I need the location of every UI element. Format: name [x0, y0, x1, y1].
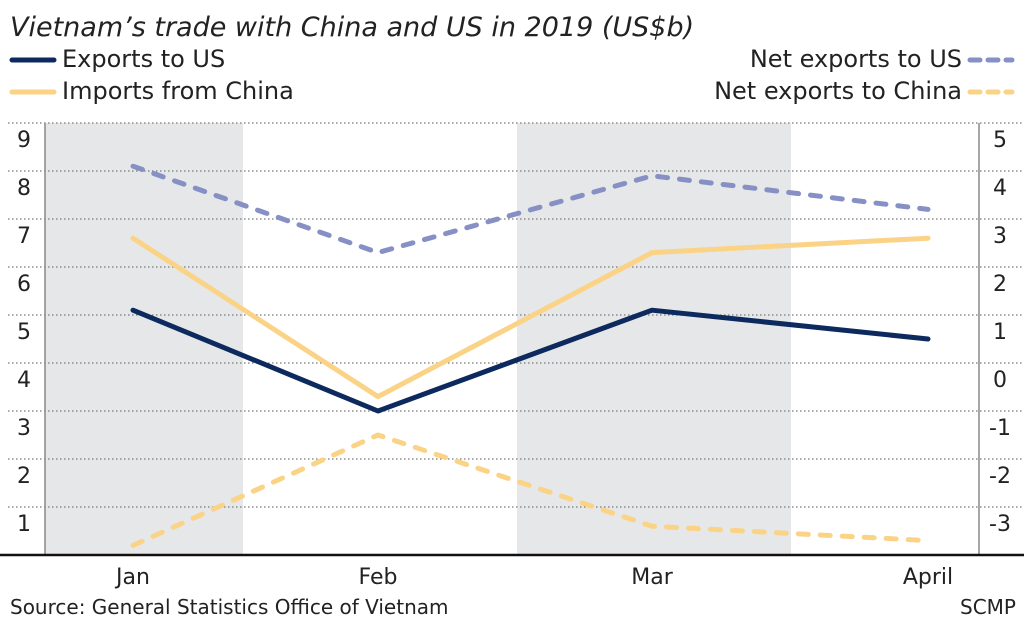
legend-label: Exports to US: [62, 45, 225, 73]
legend-label: Imports from China: [62, 77, 294, 105]
x-tick-label: Mar: [631, 565, 673, 590]
right-tick-label: -3: [989, 512, 1011, 537]
right-tick-label: 5: [993, 128, 1007, 153]
right-tick-label: 1: [993, 320, 1007, 345]
left-tick-label: 4: [17, 368, 31, 393]
right-tick-label: 4: [993, 176, 1007, 201]
x-tick-label: April: [903, 565, 953, 590]
right-tick-label: -1: [989, 416, 1011, 441]
legend-label: Net exports to China: [714, 77, 962, 105]
right-tick-label: -2: [989, 464, 1011, 489]
left-tick-label: 7: [17, 224, 31, 249]
left-tick-label: 5: [17, 320, 31, 345]
left-tick-label: 1: [17, 512, 31, 537]
x-tick-label: Jan: [114, 565, 150, 590]
legend-label: Net exports to US: [750, 45, 962, 73]
left-tick-label: 6: [17, 272, 31, 297]
x-tick-label: Feb: [359, 565, 398, 590]
left-tick-label: 2: [17, 464, 31, 489]
series-line-imports-from-china: [130, 235, 931, 400]
left-tick-label: 3: [17, 416, 31, 441]
right-tick-label: 3: [993, 224, 1007, 249]
source-note: Source: General Statistics Office of Vie…: [10, 595, 448, 619]
left-tick-label: 8: [17, 176, 31, 201]
chart-title: Vietnam’s trade with China and US in 201…: [10, 12, 694, 43]
series-line-net-exports-to-us: [130, 163, 931, 256]
right-tick-label: 2: [993, 272, 1007, 297]
series-line-net-exports-to-china: [130, 432, 931, 548]
credit: SCMP: [960, 595, 1016, 619]
series-line-exports-to-us: [130, 307, 931, 414]
shaded-band-jan: [45, 123, 243, 555]
shaded-band-mar: [517, 123, 791, 555]
left-tick-label: 9: [17, 128, 31, 153]
right-tick-label: 0: [993, 368, 1007, 393]
